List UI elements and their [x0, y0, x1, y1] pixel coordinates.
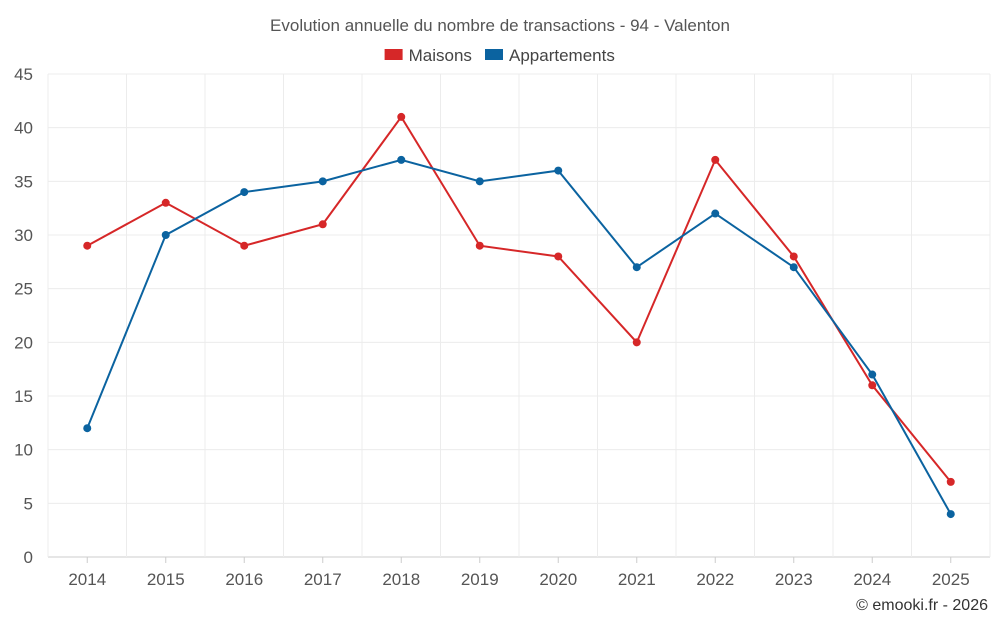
gridlines — [47, 73, 991, 558]
data-point-appartements[interactable] — [554, 166, 563, 175]
data-point-maisons[interactable] — [711, 155, 720, 164]
x-tick-label: 2016 — [225, 570, 263, 589]
y-tick-label: 5 — [24, 494, 33, 513]
series-line-maisons — [86, 115, 952, 483]
legend-label: Maisons — [409, 46, 472, 65]
data-point-appartements[interactable] — [711, 209, 720, 218]
series-appartements — [83, 155, 955, 519]
data-point-maisons[interactable] — [397, 112, 406, 121]
y-tick-label: 40 — [14, 119, 33, 138]
data-point-appartements[interactable] — [475, 177, 484, 186]
data-point-appartements[interactable] — [240, 188, 249, 197]
chart-title: Evolution annuelle du nombre de transact… — [270, 16, 730, 35]
data-point-appartements[interactable] — [83, 424, 92, 433]
x-tick-label: 2022 — [696, 570, 734, 589]
data-point-maisons[interactable] — [83, 241, 92, 250]
series-layer — [83, 112, 955, 519]
data-point-maisons[interactable] — [868, 381, 877, 390]
x-tick-label: 2015 — [147, 570, 185, 589]
data-point-maisons[interactable] — [318, 220, 327, 229]
data-point-appartements[interactable] — [318, 177, 327, 186]
credit-text: © emooki.fr - 2026 — [856, 597, 988, 614]
data-point-maisons[interactable] — [789, 252, 798, 261]
data-point-maisons[interactable] — [946, 477, 955, 486]
x-tick-label: 2019 — [461, 570, 499, 589]
data-point-maisons[interactable] — [240, 241, 249, 250]
y-tick-label: 45 — [14, 65, 33, 84]
data-point-maisons[interactable] — [475, 241, 484, 250]
data-point-appartements[interactable] — [946, 510, 955, 519]
data-point-maisons[interactable] — [554, 252, 563, 261]
series-maisons — [83, 112, 955, 486]
legend-swatch — [384, 49, 403, 60]
data-point-appartements[interactable] — [868, 370, 877, 379]
y-tick-label: 0 — [24, 548, 33, 567]
x-tick-label: 2017 — [304, 570, 342, 589]
x-tick-label: 2021 — [618, 570, 656, 589]
x-tick-label: 2014 — [68, 570, 106, 589]
series-line-appartements — [86, 158, 952, 515]
y-tick-label: 15 — [14, 387, 33, 406]
legend: Maisons Appartements — [384, 46, 615, 65]
y-tick-label: 35 — [14, 172, 33, 191]
legend-item-appartements[interactable]: Appartements — [485, 46, 615, 65]
x-tick-label: 2018 — [382, 570, 420, 589]
y-axis: 0 5 10 15 20 25 30 35 40 45 — [14, 65, 33, 567]
x-axis: 2014 2015 2016 2017 2018 2019 2020 2021 2022 2023… — [68, 557, 970, 589]
y-tick-label: 30 — [14, 226, 33, 245]
y-tick-label: 25 — [14, 280, 33, 299]
data-point-appartements[interactable] — [632, 263, 641, 272]
x-tick-label: 2023 — [775, 570, 813, 589]
legend-swatch — [485, 49, 503, 60]
x-tick-label: 2025 — [932, 570, 970, 589]
data-point-maisons[interactable] — [632, 338, 641, 347]
data-point-appartements[interactable] — [397, 155, 406, 164]
legend-item-maisons[interactable]: Maisons — [384, 46, 472, 65]
y-tick-label: 20 — [14, 333, 33, 352]
data-point-appartements[interactable] — [789, 263, 798, 272]
data-point-appartements[interactable] — [161, 231, 170, 239]
y-tick-label: 10 — [14, 441, 33, 460]
x-tick-label: 2020 — [539, 570, 577, 589]
data-point-maisons[interactable] — [161, 198, 170, 207]
x-tick-label: 2024 — [853, 570, 891, 589]
legend-label: Appartements — [509, 46, 615, 65]
